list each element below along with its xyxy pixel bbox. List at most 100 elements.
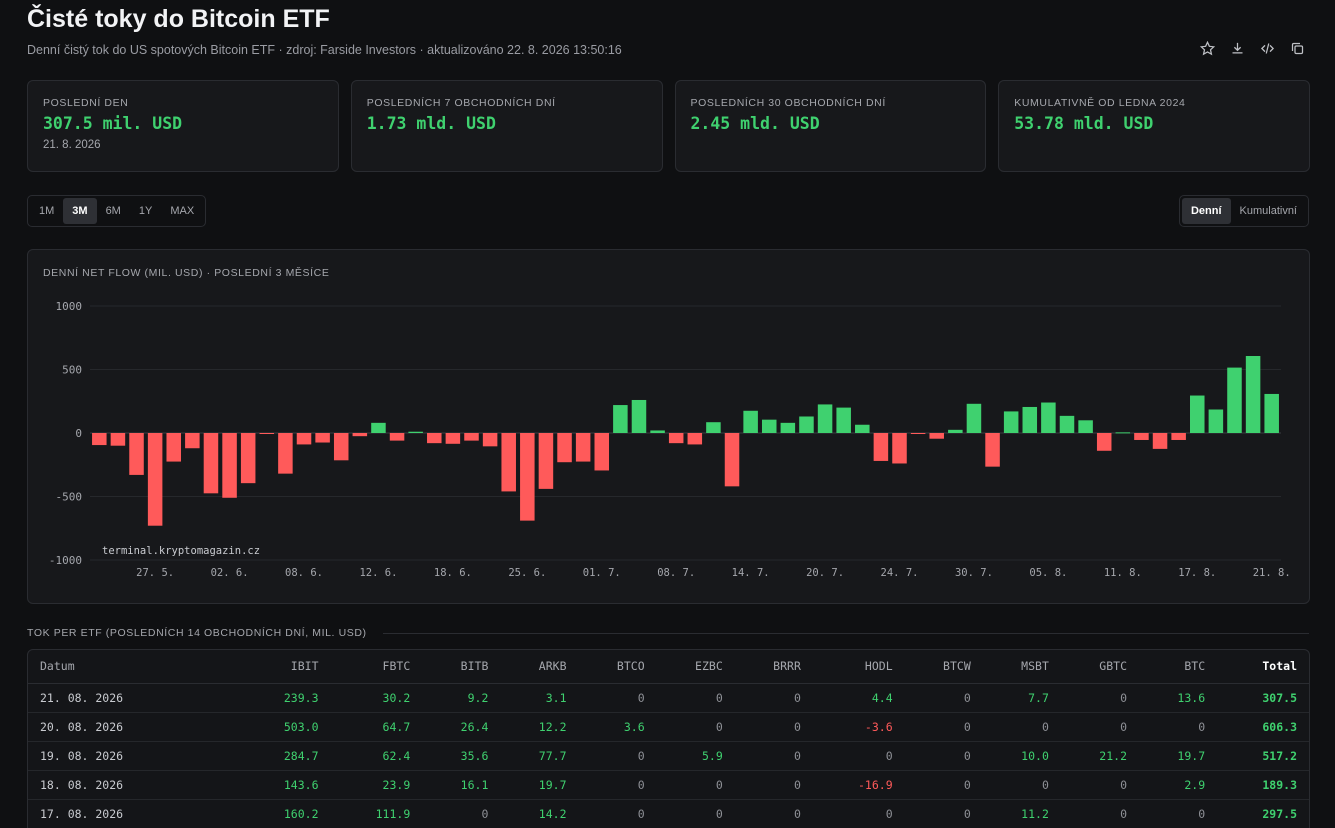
cell-value: 0 [904, 799, 983, 828]
x-tick-label: 21. 8. [1253, 567, 1291, 579]
cell-value: 0 [812, 741, 905, 771]
range-6m-button[interactable]: 6M [105, 205, 121, 217]
cell-value: 0 [1060, 712, 1139, 742]
cell-value: 23.9 [330, 770, 423, 800]
card-last-7-days: POSLEDNÍCH 7 OBCHODNÍCH DNÍ 1.73 mld. US… [350, 80, 663, 172]
column-header-btco[interactable]: BTCO [578, 650, 657, 684]
column-header-gbtc[interactable]: GBTC [1060, 650, 1139, 684]
chart-title: DENNÍ NET FLOW (MIL. USD) · POSLEDNÍ 3 M… [43, 267, 330, 279]
code-icon[interactable] [1257, 38, 1277, 58]
bar [873, 433, 889, 461]
cell-value: 16.1 [422, 770, 501, 800]
cell-value: 0 [1139, 799, 1218, 828]
cell-value: 62.4 [330, 741, 423, 771]
cell-value: 307.5 [1217, 683, 1309, 713]
card-value: 53.78 mld. USD [1014, 114, 1154, 133]
column-header-btcw[interactable]: BTCW [904, 650, 983, 684]
mode-cumulative-button[interactable]: Kumulativní [1239, 205, 1297, 217]
x-tick-label: 17. 8. [1178, 567, 1216, 579]
star-icon[interactable] [1197, 38, 1217, 58]
x-tick-label: 12. 6. [359, 567, 397, 579]
column-header-btc[interactable]: BTC [1139, 650, 1218, 684]
y-tick-label: 1000 [56, 300, 83, 313]
column-header-datum[interactable]: Datum [28, 650, 239, 684]
cell-value: 2.9 [1139, 770, 1218, 800]
bar [855, 424, 870, 433]
bar [371, 422, 386, 433]
bar [203, 433, 219, 494]
bar [1264, 393, 1279, 433]
bar [1245, 355, 1261, 433]
cell-value: 21.2 [1060, 741, 1139, 771]
bar [1022, 406, 1038, 433]
card-label: POSLEDNÍ DEN [43, 97, 129, 109]
bar [464, 433, 479, 441]
y-tick-label: 500 [62, 364, 82, 377]
cell-value: 4.4 [812, 683, 905, 713]
bar [520, 433, 535, 521]
bar [687, 433, 703, 445]
bar [706, 422, 721, 433]
cell-value: 0 [578, 770, 657, 800]
table-row: 17. 08. 2026 160.2 111.9 0 14.2 0 0 0 0 0 11.2 0 0 29… [28, 799, 1309, 828]
cell-value: 0 [734, 712, 813, 742]
cell-value: 0 [1060, 770, 1139, 800]
mode-daily-button[interactable]: Denní [1181, 198, 1231, 224]
card-label: POSLEDNÍCH 30 OBCHODNÍCH DNÍ [690, 97, 886, 109]
column-header-brrr[interactable]: BRRR [734, 650, 813, 684]
column-header-ezbc[interactable]: EZBC [656, 650, 735, 684]
bar [185, 433, 200, 449]
bar [1078, 420, 1093, 433]
download-icon[interactable] [1227, 38, 1247, 58]
x-tick-label: 02. 6. [211, 567, 249, 579]
table-title-divider [383, 633, 1309, 634]
column-header-total[interactable]: Total [1217, 650, 1309, 684]
column-header-hodl[interactable]: HODL [812, 650, 905, 684]
table-title: TOK PER ETF (POSLEDNÍCH 14 OBCHODNÍCH DN… [27, 627, 367, 639]
bar [352, 433, 368, 437]
cell-value: 3.1 [500, 683, 579, 713]
bar [315, 433, 330, 443]
cell-value: 0 [982, 712, 1061, 742]
x-tick-label: 30. 7. [955, 567, 993, 579]
column-header-arkb[interactable]: ARKB [500, 650, 579, 684]
bar [761, 419, 777, 433]
range-1y-button[interactable]: 1Y [138, 205, 153, 217]
cell-value: 0 [904, 683, 983, 713]
x-tick-label: 01. 7. [583, 567, 621, 579]
mode-selector: Denní Kumulativní [1178, 195, 1309, 227]
bar [966, 403, 982, 433]
cell-value: 14.2 [500, 799, 579, 828]
bar [1190, 395, 1205, 433]
card-label: POSLEDNÍCH 7 OBCHODNÍCH DNÍ [366, 97, 556, 109]
x-tick-label: 08. 7. [657, 567, 695, 579]
cell-value: 0 [578, 683, 657, 713]
bar [445, 433, 461, 444]
column-header-ibit[interactable]: IBIT [238, 650, 331, 684]
cell-value: 0 [1139, 712, 1218, 742]
card-date: 21. 8. 2026 [43, 139, 101, 151]
column-header-fbtc[interactable]: FBTC [330, 650, 423, 684]
column-header-bitb[interactable]: BITB [422, 650, 501, 684]
column-header-msbt[interactable]: MSBT [982, 650, 1061, 684]
bar [724, 433, 740, 487]
y-tick-label: -500 [56, 491, 83, 504]
page-title: Čisté toky do Bitcoin ETF [27, 5, 330, 33]
bar [631, 399, 647, 433]
range-3m-button[interactable]: 3M [63, 198, 97, 224]
x-tick-label: 08. 6. [285, 567, 323, 579]
cell-value: 12.2 [500, 712, 579, 742]
y-tick-label: 0 [75, 427, 82, 440]
x-tick-label: 11. 8. [1104, 567, 1142, 579]
range-max-button[interactable]: MAX [170, 205, 195, 217]
copy-icon[interactable] [1287, 38, 1307, 58]
cell-value: 11.2 [982, 799, 1061, 828]
x-tick-label: 14. 7. [732, 567, 770, 579]
cell-value: 0 [656, 770, 735, 800]
cell-value: 0 [1060, 683, 1139, 713]
x-tick-label: 20. 7. [806, 567, 844, 579]
bar [1096, 433, 1112, 451]
cell-value: 9.2 [422, 683, 501, 713]
cell-value: 0 [656, 683, 735, 713]
range-1m-button[interactable]: 1M [39, 205, 55, 217]
